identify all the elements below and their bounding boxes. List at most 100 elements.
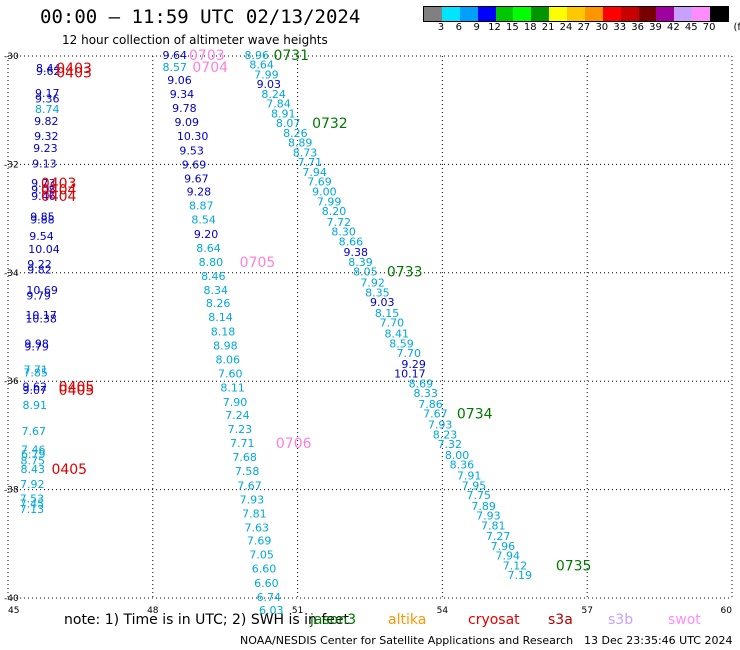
wave-height-value: 7.94 [495, 550, 520, 563]
pass-time-label: 0403 [56, 65, 92, 81]
wave-height-value: 10.17 [25, 309, 57, 322]
legend-label: 45 [684, 22, 698, 33]
wave-height-value: 9.28 [187, 186, 212, 199]
legend-label: 33 [613, 22, 627, 33]
wave-height-value: 7.71 [23, 363, 48, 376]
wave-height-value: 8.57 [162, 61, 187, 74]
wave-height-value: 7.84 [266, 98, 291, 111]
legend-label: 36 [631, 22, 644, 33]
wave-height-value: 8.87 [189, 200, 214, 213]
wave-height-value: 7.69 [307, 176, 332, 189]
wave-height-value: 7.46 [21, 443, 45, 456]
wave-height-value: 9.22 [27, 258, 52, 271]
wave-height-value: 8.91 [22, 399, 47, 412]
lon-label: 48 [147, 606, 159, 616]
wave-height-value: 7.71 [298, 156, 323, 169]
wave-height-value: 8.96 [245, 49, 269, 62]
wave-height-value: 7.70 [397, 347, 422, 360]
wave-height-value: 9.34 [170, 88, 195, 101]
wave-height-value: 8.07 [276, 117, 301, 130]
wave-height-value: 9.88 [30, 214, 55, 227]
wave-height-value: 7.19 [508, 569, 533, 582]
wave-height-value: 9.13 [32, 157, 57, 170]
pass-time-label: 0734 [457, 407, 493, 423]
wave-height-value: 7.72 [327, 216, 352, 229]
wave-height-value: 8.41 [384, 328, 409, 341]
lat-label: -30 [4, 52, 19, 62]
wave-height-value: 8.26 [206, 297, 231, 310]
wave-height-value: 9.79 [24, 341, 49, 354]
wave-height-value: 6.60 [254, 577, 279, 590]
legend-label: 39 [649, 22, 662, 33]
pass-time-label: 0735 [556, 558, 592, 574]
wave-height-value: 8.80 [199, 256, 224, 269]
wave-height-value: 9.29 [401, 358, 426, 371]
wave-height-value: 9.46 [31, 190, 56, 203]
wave-height-value: 7.99 [254, 68, 279, 81]
wave-height-value: 8.73 [293, 146, 318, 159]
wave-height-value: 8.46 [201, 270, 226, 283]
wave-height-value: 9.36 [35, 92, 60, 105]
footer-credit: NOAA/NESDIS Center for Satellite Applica… [240, 634, 574, 647]
wave-height-value: 9.23 [33, 142, 58, 155]
legend-swatch [674, 7, 693, 21]
wave-height-value: 9.54 [29, 230, 54, 243]
satellite-cryosat: cryosat [468, 612, 520, 628]
wave-height-value: 7.94 [302, 166, 327, 179]
wave-height-value: 8.14 [208, 311, 233, 324]
satellite-swot: swot [668, 612, 701, 628]
wave-height-value: 6.03 [259, 604, 284, 617]
pass-time-label: 0405 [59, 380, 95, 396]
wave-height-value: 8.64 [249, 59, 273, 72]
wave-height-value: 8.20 [322, 205, 347, 218]
footer-timestamp: 13 Dec 23:35:46 UTC 2024 [584, 634, 733, 647]
wave-height-value: 8.66 [339, 235, 364, 248]
pass-time-label: 0403 [56, 61, 92, 77]
wave-height-value: 8.23 [433, 428, 458, 441]
wave-height-value: 7.27 [486, 530, 511, 543]
wave-height-value: 7.68 [232, 451, 257, 464]
wave-height-value: 8.30 [331, 226, 356, 239]
pass-time-label: 0733 [387, 265, 423, 281]
wave-height-value: 7.71 [230, 437, 255, 450]
pass-time-label: 0403 [41, 176, 77, 192]
axis-labels: -30 -32 -34 -36 -38 -40 45 48 51 54 57 60 [4, 52, 732, 616]
wave-height-value: 7.13 [20, 503, 45, 516]
wave-height-value: 9.73 [31, 177, 56, 190]
wave-height-value: 9.03 [370, 296, 395, 309]
wave-height-value: 9.20 [194, 228, 219, 241]
wave-height-value: 10.17 [394, 368, 426, 381]
legend-label: 70 [702, 22, 716, 33]
wave-height-value: 9.82 [34, 115, 59, 128]
wave-height-value: 9.00 [312, 186, 337, 199]
pass-time-label: 0731 [273, 48, 309, 64]
wave-height-value: 9.79 [26, 290, 50, 303]
wave-height-value: 7.45 [20, 498, 45, 511]
wave-height-value: 7.86 [418, 398, 443, 411]
legend-swatch [441, 7, 460, 21]
pass-time-label: 0405 [59, 383, 95, 399]
wave-height-value: 9.03 [257, 78, 282, 91]
satellite-s3a: s3a [548, 612, 573, 628]
legend-swatch [656, 7, 675, 21]
wave-height-value: 9.08 [31, 183, 56, 196]
wave-height-value: 8.74 [35, 103, 60, 116]
wave-height-value: 8.69 [409, 377, 434, 390]
legend-swatch [567, 7, 585, 21]
pass-time-label: 0703 [189, 48, 225, 64]
wave-height-value: 8.34 [203, 284, 228, 297]
legend-label: 21 [541, 22, 555, 33]
wave-height-value: 7.67 [22, 425, 47, 438]
wave-height-value: 8.43 [21, 463, 45, 476]
wave-height-value: 7.60 [218, 368, 243, 381]
wave-height-value: 7.12 [503, 559, 528, 572]
wave-height-value: 9.06 [167, 74, 192, 87]
wave-height-value: 9.62 [36, 65, 61, 78]
wave-height-value: 8.59 [389, 337, 414, 350]
wave-height-value: 7.99 [317, 195, 342, 208]
wave-height-value: 8.36 [450, 459, 475, 472]
wave-height-value: 10.04 [28, 243, 60, 256]
wave-height-value: 8.39 [348, 256, 373, 269]
wave-height-value: 10.38 [25, 312, 57, 325]
